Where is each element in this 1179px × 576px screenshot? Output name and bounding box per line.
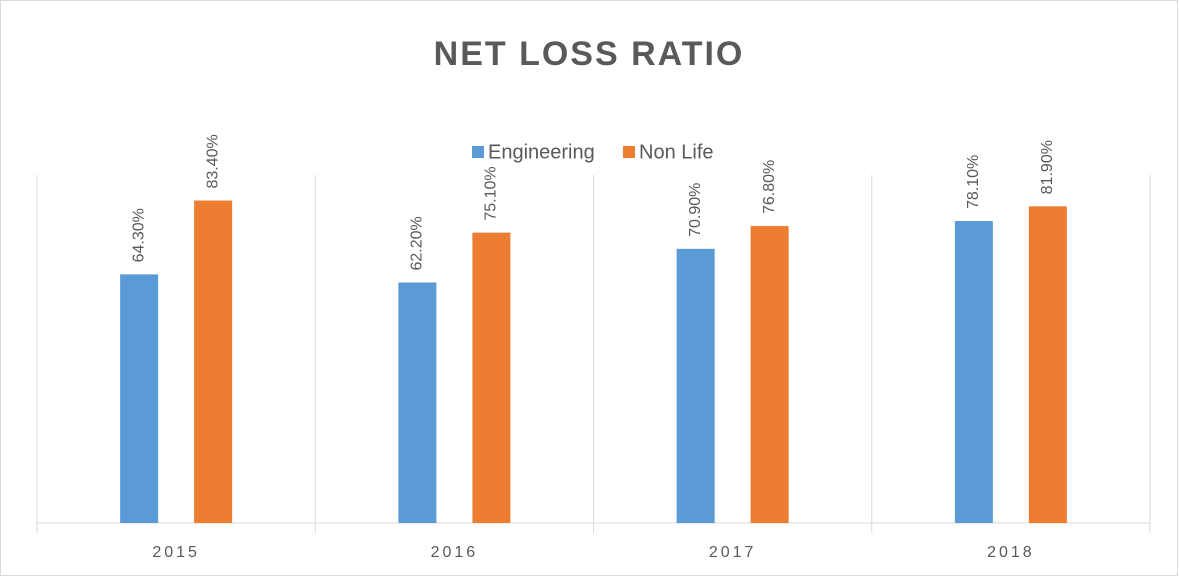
x-tick-label: 2017 bbox=[709, 544, 757, 561]
x-tick-label: 2018 bbox=[987, 544, 1035, 561]
legend-label: Non Life bbox=[639, 141, 714, 163]
data-label: 64.30% bbox=[130, 208, 147, 262]
bar bbox=[750, 226, 789, 524]
data-label: 83.40% bbox=[204, 134, 221, 188]
legend-label: Engineering bbox=[488, 141, 595, 163]
bar bbox=[954, 221, 993, 523]
data-label: 70.90% bbox=[687, 183, 704, 237]
legend-swatch bbox=[623, 146, 635, 158]
x-tick-label: 2015 bbox=[152, 544, 200, 561]
data-label: 62.20% bbox=[409, 216, 426, 270]
data-label: 75.10% bbox=[483, 166, 500, 220]
bar bbox=[120, 274, 159, 523]
data-label: 76.80% bbox=[761, 160, 778, 214]
legend-swatch bbox=[472, 146, 484, 158]
bar bbox=[676, 248, 715, 523]
data-label: 78.10% bbox=[965, 155, 982, 209]
chart-title: NET LOSS RATIO bbox=[434, 35, 745, 73]
data-label: 81.90% bbox=[1039, 140, 1056, 194]
bar bbox=[1028, 206, 1067, 523]
bar bbox=[472, 232, 511, 523]
x-tick-label: 2016 bbox=[431, 544, 479, 561]
bar bbox=[194, 200, 233, 523]
bar bbox=[398, 282, 437, 523]
